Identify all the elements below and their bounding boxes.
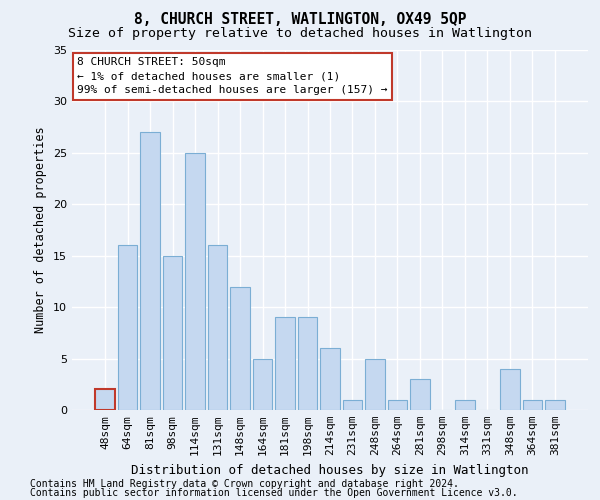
Bar xyxy=(208,246,227,410)
Y-axis label: Number of detached properties: Number of detached properties xyxy=(34,126,47,334)
Text: Contains public sector information licensed under the Open Government Licence v3: Contains public sector information licen… xyxy=(30,488,518,498)
Bar xyxy=(365,358,385,410)
Text: Size of property relative to detached houses in Watlington: Size of property relative to detached ho… xyxy=(68,28,532,40)
Text: 8, CHURCH STREET, WATLINGTON, OX49 5QP: 8, CHURCH STREET, WATLINGTON, OX49 5QP xyxy=(134,12,466,28)
Bar xyxy=(320,348,340,410)
X-axis label: Distribution of detached houses by size in Watlington: Distribution of detached houses by size … xyxy=(131,464,529,476)
Bar xyxy=(455,400,475,410)
Bar xyxy=(230,286,250,410)
Bar xyxy=(95,390,115,410)
Bar xyxy=(545,400,565,410)
Bar xyxy=(410,379,430,410)
Bar xyxy=(500,369,520,410)
Text: Contains HM Land Registry data © Crown copyright and database right 2024.: Contains HM Land Registry data © Crown c… xyxy=(30,479,459,489)
Bar xyxy=(388,400,407,410)
Bar xyxy=(118,246,137,410)
Bar xyxy=(253,358,272,410)
Bar xyxy=(298,318,317,410)
Bar xyxy=(523,400,542,410)
Bar xyxy=(140,132,160,410)
Bar xyxy=(343,400,362,410)
Bar xyxy=(163,256,182,410)
Bar xyxy=(185,153,205,410)
Text: 8 CHURCH STREET: 50sqm
← 1% of detached houses are smaller (1)
99% of semi-detac: 8 CHURCH STREET: 50sqm ← 1% of detached … xyxy=(77,57,388,95)
Bar xyxy=(275,318,295,410)
